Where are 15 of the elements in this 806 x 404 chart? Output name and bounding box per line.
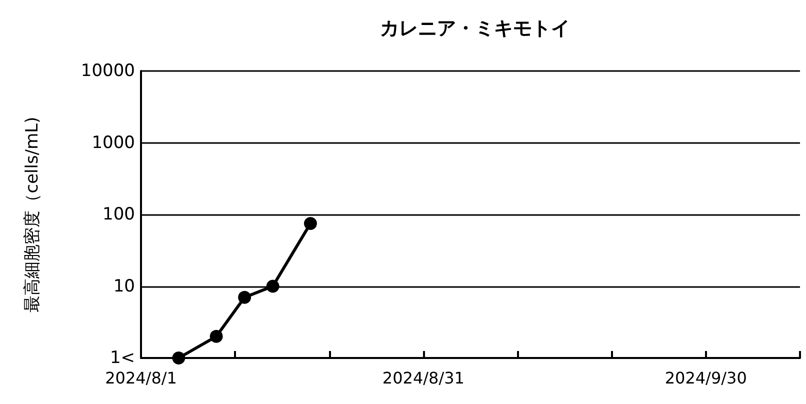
point	[172, 352, 186, 364]
y-tick-label: 10000	[80, 61, 135, 81]
x-tick-label: 2024/8/31	[382, 368, 464, 388]
point	[238, 290, 252, 304]
chart-title: カレニア・ミキモトイ	[380, 18, 570, 40]
x-tick-label: 2024/8/1	[105, 368, 177, 388]
point	[210, 330, 223, 343]
y-tick-label: 10	[113, 276, 135, 296]
point	[304, 216, 317, 230]
y-tick-label: 1000	[92, 132, 135, 153]
y-tick-label: 100	[102, 204, 135, 224]
y-axis-title: 最高細胞密度（cells/mL)	[22, 116, 42, 312]
x-tick-label: 2024/9/30	[664, 368, 747, 388]
y-tick-label: 1<	[110, 348, 135, 368]
point	[266, 280, 280, 293]
